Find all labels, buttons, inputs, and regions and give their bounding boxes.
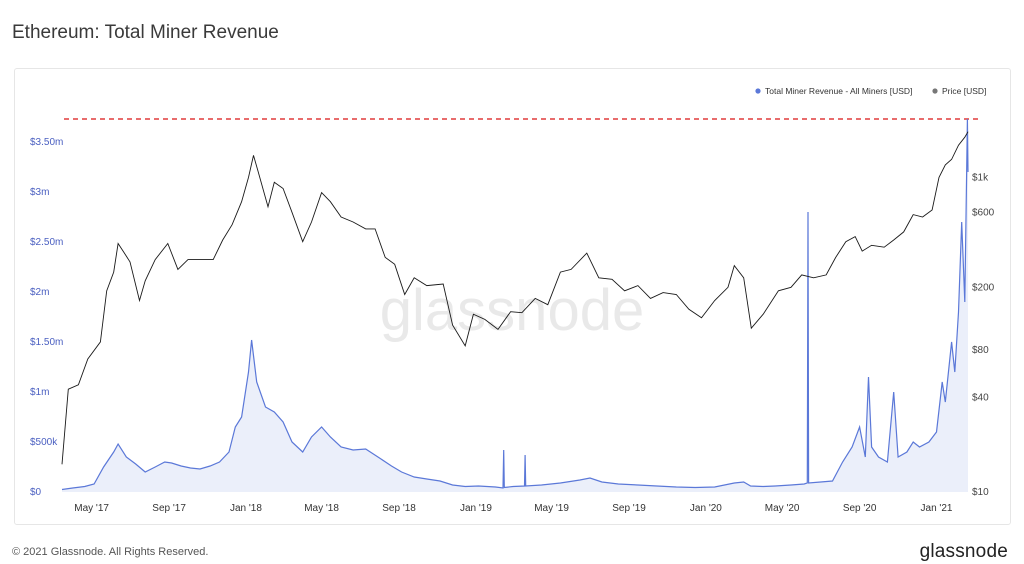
- x-tick-label: Jan '20: [690, 503, 722, 514]
- y-left-tick-label: $2.50m: [30, 237, 63, 248]
- chart-panel: [14, 68, 1011, 525]
- y-right-tick-label: $10: [972, 487, 989, 498]
- y-left-tick-label: $2m: [30, 287, 49, 298]
- x-tick-label: May '18: [304, 503, 339, 514]
- x-tick-label: Jan '21: [921, 503, 953, 514]
- y-left-tick-label: $500k: [30, 437, 58, 448]
- legend-marker: [755, 88, 761, 94]
- y-left-tick-label: $3.50m: [30, 137, 63, 148]
- x-tick-label: May '17: [74, 503, 109, 514]
- legend-label: Total Miner Revenue - All Miners [USD]: [765, 86, 912, 96]
- x-tick-label: Sep '18: [382, 503, 416, 514]
- footer-brand-logo: glassnode: [919, 541, 1008, 562]
- revenue-line: [61, 118, 969, 491]
- x-tick-label: Sep '17: [152, 503, 186, 514]
- footer-copyright: © 2021 Glassnode. All Rights Reserved.: [12, 546, 209, 558]
- y-right-tick-label: $80: [972, 345, 989, 356]
- price-line: [61, 131, 969, 465]
- x-tick-label: Jan '18: [230, 503, 262, 514]
- y-right-tick-label: $40: [972, 392, 989, 403]
- y-left-tick-label: $1.50m: [30, 337, 63, 348]
- chart-title: Ethereum: Total Miner Revenue: [12, 22, 279, 43]
- x-tick-label: May '20: [765, 503, 800, 514]
- x-tick-label: May '19: [534, 503, 569, 514]
- y-right-tick-label: $200: [972, 282, 995, 293]
- legend-label: Price [USD]: [942, 86, 986, 96]
- y-right-tick-label: $600: [972, 207, 995, 218]
- x-tick-label: Jan '19: [460, 503, 492, 514]
- x-tick-label: Sep '19: [612, 503, 646, 514]
- legend-marker: [932, 88, 938, 94]
- y-right-tick-label: $1k: [972, 172, 989, 183]
- y-left-tick-label: $1m: [30, 387, 49, 398]
- watermark-text: glassnode: [380, 278, 644, 343]
- x-tick-label: Sep '20: [843, 503, 877, 514]
- y-left-tick-label: $0: [30, 487, 42, 498]
- y-left-tick-label: $3m: [30, 187, 49, 198]
